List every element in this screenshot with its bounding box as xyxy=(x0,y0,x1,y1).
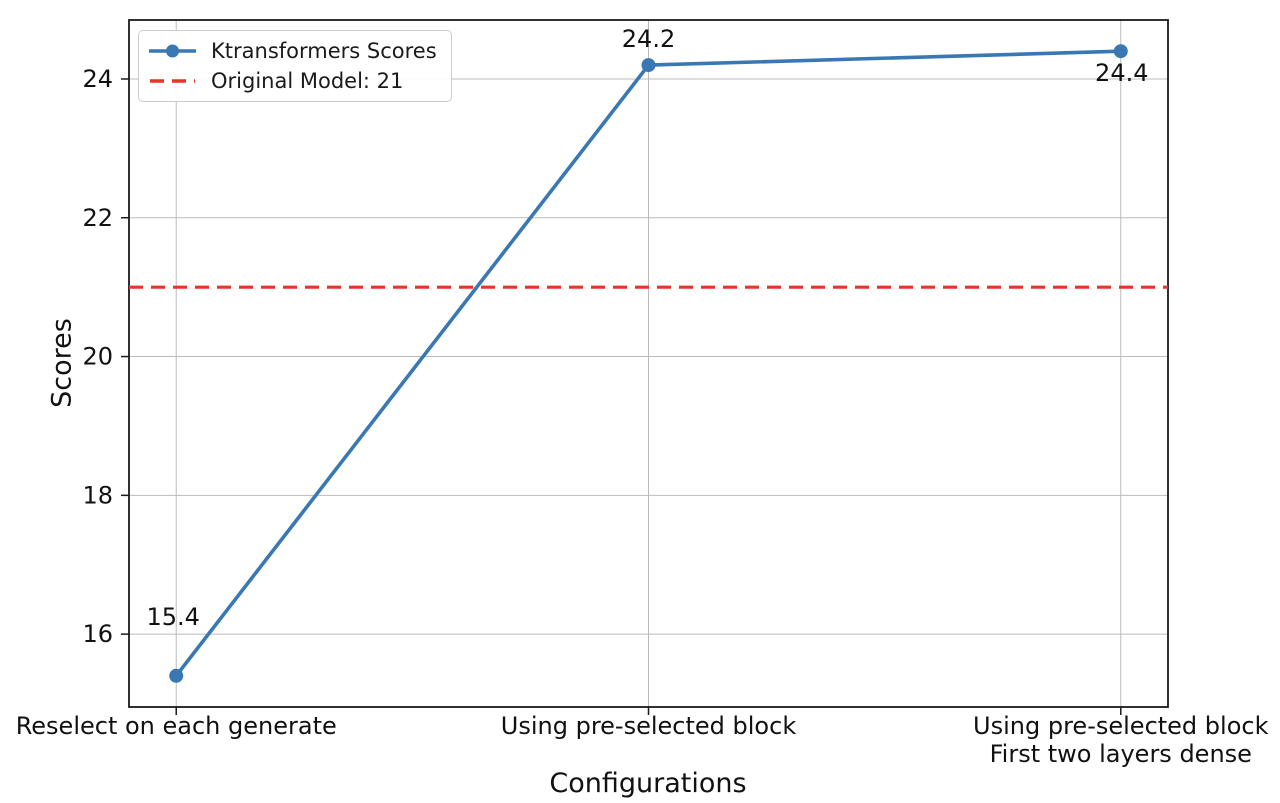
legend-reference-label: Original Model: 21 xyxy=(211,69,404,93)
x-tick-label: Using pre-selected block First two layers… xyxy=(973,712,1269,768)
data-point-marker xyxy=(169,668,184,683)
x-tick-label: Using pre-selected block xyxy=(501,712,797,740)
y-tick-label: 16 xyxy=(82,620,113,648)
data-point-label: 24.4 xyxy=(1095,59,1148,87)
data-point-marker xyxy=(1113,44,1128,59)
x-axis-label: Configurations xyxy=(549,768,746,799)
legend-item-reference: Original Model: 21 xyxy=(149,66,437,96)
data-point-label: 15.4 xyxy=(147,603,200,631)
x-tick-label-line: Reselect on each generate xyxy=(16,712,337,740)
x-tick-label-line: First two layers dense xyxy=(990,740,1252,768)
legend-line-marker-sample xyxy=(149,44,196,58)
x-tick-label-line: Using pre-selected block xyxy=(973,712,1269,740)
data-point-marker xyxy=(641,58,656,73)
y-tick-label: 18 xyxy=(82,481,113,509)
data-point-label: 24.2 xyxy=(622,25,675,53)
x-tick-label: Reselect on each generate xyxy=(16,712,337,740)
legend-series-label: Ktransformers Scores xyxy=(211,39,437,63)
x-tick-label-line: Using pre-selected block xyxy=(501,712,797,740)
legend: Ktransformers Scores Original Model: 21 xyxy=(138,30,452,102)
legend-series-marker xyxy=(166,44,179,58)
legend-item-series: Ktransformers Scores xyxy=(149,36,437,66)
y-axis-label: Scores xyxy=(47,318,78,408)
y-tick-label: 20 xyxy=(82,343,113,371)
y-tick-label: 24 xyxy=(82,65,113,93)
y-tick-label: 22 xyxy=(82,204,113,232)
legend-dashed-line-sample xyxy=(150,79,195,83)
